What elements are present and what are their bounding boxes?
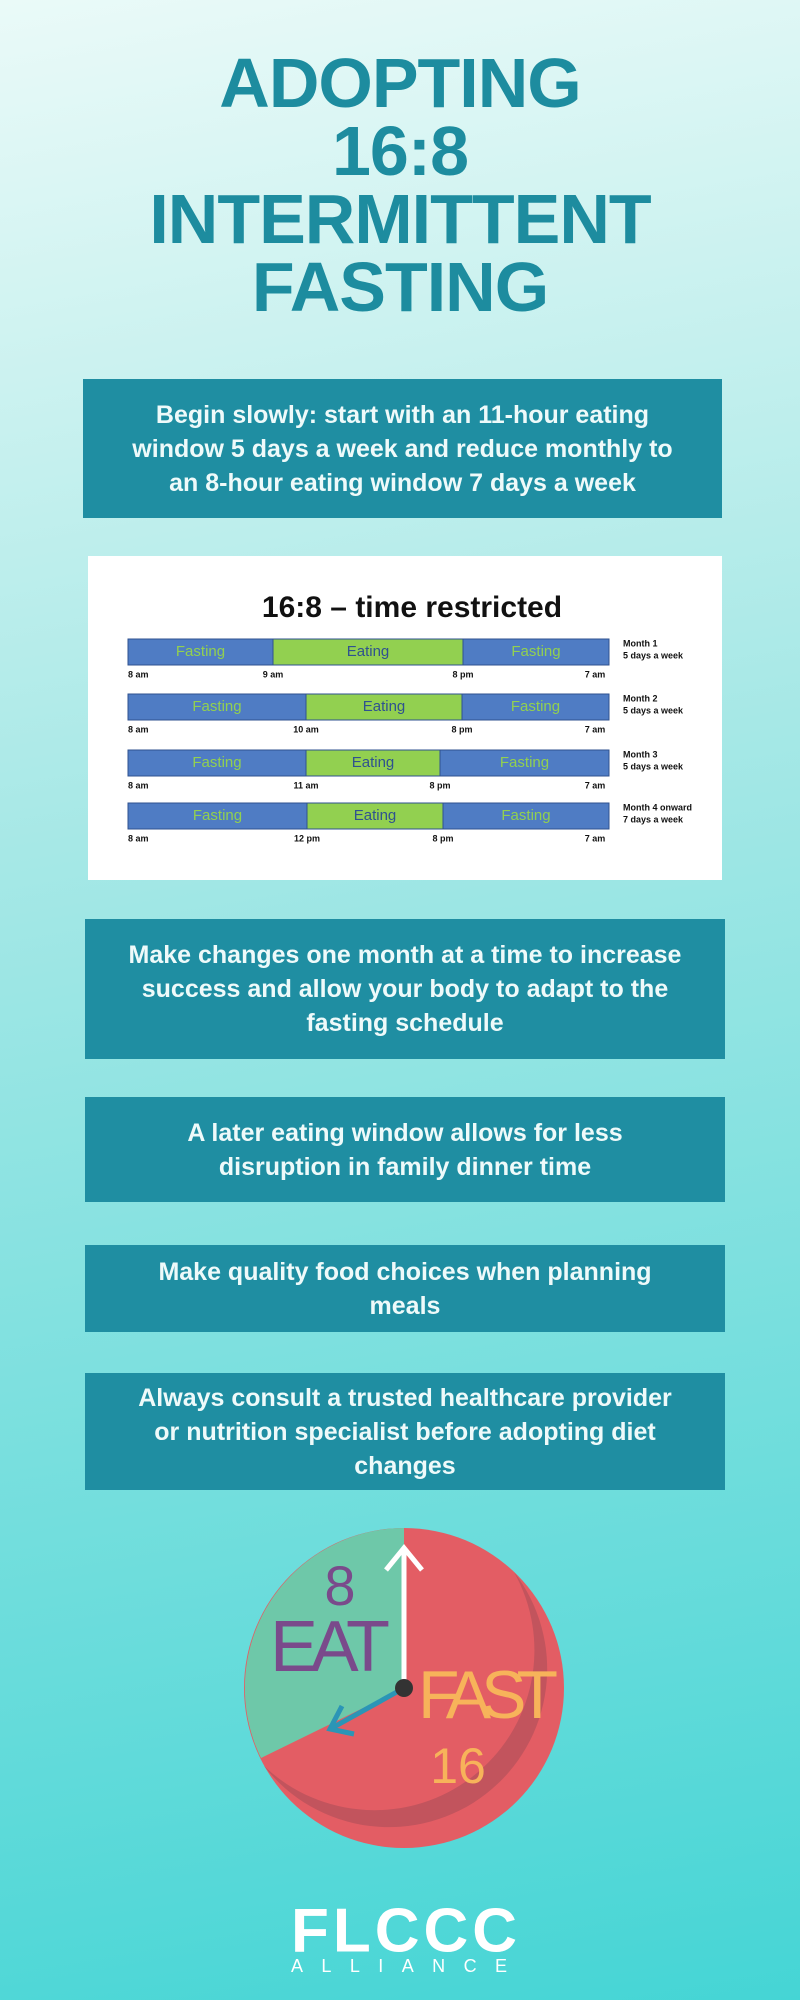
month-label: Month 3 — [623, 749, 658, 759]
time-label: 12 pm — [294, 833, 320, 843]
title-line: INTERMITTENT — [149, 180, 651, 258]
tip-box: Always consult a trusted healthcare prov… — [85, 1373, 725, 1490]
days-label: 5 days a week — [623, 650, 684, 660]
time-label: 8 am — [128, 833, 149, 843]
segment-label: Fasting — [511, 698, 560, 715]
time-label: 8 am — [128, 724, 149, 734]
fast-hours: 16 — [430, 1738, 486, 1794]
title-line: ADOPTING — [219, 44, 581, 122]
logo-name: FLCCC — [291, 1896, 517, 1965]
fast-label: FAST — [418, 1657, 558, 1733]
hand — [330, 1685, 406, 1731]
schedule-segment — [306, 802, 444, 830]
time-label: 7 am — [585, 669, 606, 679]
schedule-segment — [127, 749, 307, 777]
arrowhead — [326, 1704, 355, 1737]
time-label: 7 am — [585, 833, 606, 843]
tip-box: A later eating window allows for less di… — [85, 1097, 725, 1202]
time-label: 9 am — [263, 669, 284, 679]
segment-label: Eating — [347, 643, 390, 660]
segment-label: Eating — [354, 807, 397, 824]
month-label: Month 1 — [623, 638, 658, 648]
logo-sub: ALLIANCE — [291, 1956, 517, 1976]
segment-label: Fasting — [193, 807, 242, 824]
time-label: 8 am — [128, 669, 149, 679]
segment-label: Fasting — [192, 698, 241, 715]
schedule-segment — [442, 802, 610, 830]
time-label: 7 am — [585, 724, 606, 734]
time-label: 7 am — [585, 780, 606, 790]
title-line: 16:8 — [331, 112, 469, 190]
segment-label: Fasting — [176, 643, 225, 660]
segment-label: Fasting — [192, 754, 241, 771]
segment-label: Fasting — [500, 754, 549, 771]
schedule-segment — [127, 802, 308, 830]
segment-label: Eating — [352, 754, 395, 771]
time-label: 11 am — [293, 780, 318, 790]
tip-box: Begin slowly: start with an 11-hour eati… — [83, 379, 722, 518]
hub — [395, 1679, 413, 1697]
eat-label: EAT — [270, 1607, 390, 1687]
time-label: 10 am — [293, 724, 319, 734]
days-label: 7 days a week — [623, 814, 684, 824]
month-label: Month 4 onward — [623, 802, 692, 812]
schedule-segment — [461, 693, 610, 721]
segment-label: Fasting — [511, 643, 560, 660]
title-line: FASTING — [251, 248, 549, 326]
schedule-segment — [439, 749, 610, 777]
schedule-segment — [305, 693, 463, 721]
time-label: 8 pm — [451, 724, 472, 734]
eat-hours: 8 — [324, 1554, 355, 1617]
segment-label: Fasting — [501, 807, 550, 824]
time-label: 8 pm — [432, 833, 453, 843]
eat-wedge — [244, 1528, 404, 1758]
segment-label: Eating — [363, 698, 406, 715]
tip-box: Make quality food choices when planning … — [85, 1245, 725, 1332]
days-label: 5 days a week — [623, 705, 684, 715]
schedule-title: 16:8 – time restricted — [262, 591, 562, 624]
schedule-segment — [462, 638, 610, 666]
days-label: 5 days a week — [623, 761, 684, 771]
time-label: 8 pm — [429, 780, 450, 790]
time-label: 8 am — [128, 780, 149, 790]
tip-box: Make changes one month at a time to incr… — [85, 919, 725, 1059]
schedule-segment — [127, 693, 307, 721]
month-label: Month 2 — [623, 693, 658, 703]
arrowhead — [384, 1544, 424, 1572]
time-label: 8 pm — [452, 669, 473, 679]
